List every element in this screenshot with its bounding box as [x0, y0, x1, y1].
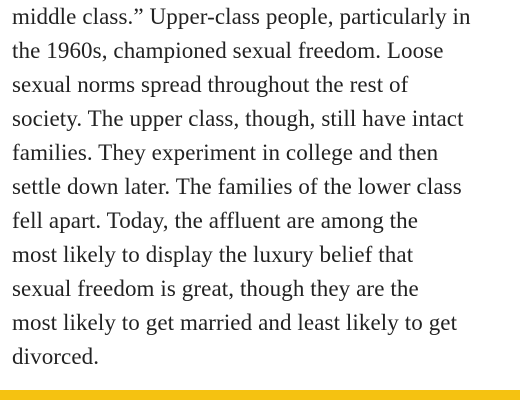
paragraph-line: most likely to get married and least lik…	[12, 310, 458, 335]
paragraph-line: sexual freedom is great, though they are…	[12, 276, 419, 301]
paragraph-line: the 1960s, championed sexual freedom. Lo…	[12, 38, 444, 63]
paragraph-line: middle class.” Upper-class people, parti…	[12, 4, 471, 29]
paragraph-line: families. They experiment in college and…	[12, 140, 439, 165]
paragraph-line: sexual norms spread throughout the rest …	[12, 72, 409, 97]
paragraph-line: most likely to display the luxury belief…	[12, 242, 414, 267]
paragraph-line: society. The upper class, though, still …	[12, 106, 464, 131]
paragraph-line: settle down later. The families of the l…	[12, 174, 462, 199]
paragraph-line: fell apart. Today, the affluent are amon…	[12, 208, 419, 233]
accent-bar	[0, 390, 520, 400]
article-paragraph: middle class.” Upper-class people, parti…	[12, 0, 512, 374]
paragraph-line: divorced.	[12, 344, 100, 369]
